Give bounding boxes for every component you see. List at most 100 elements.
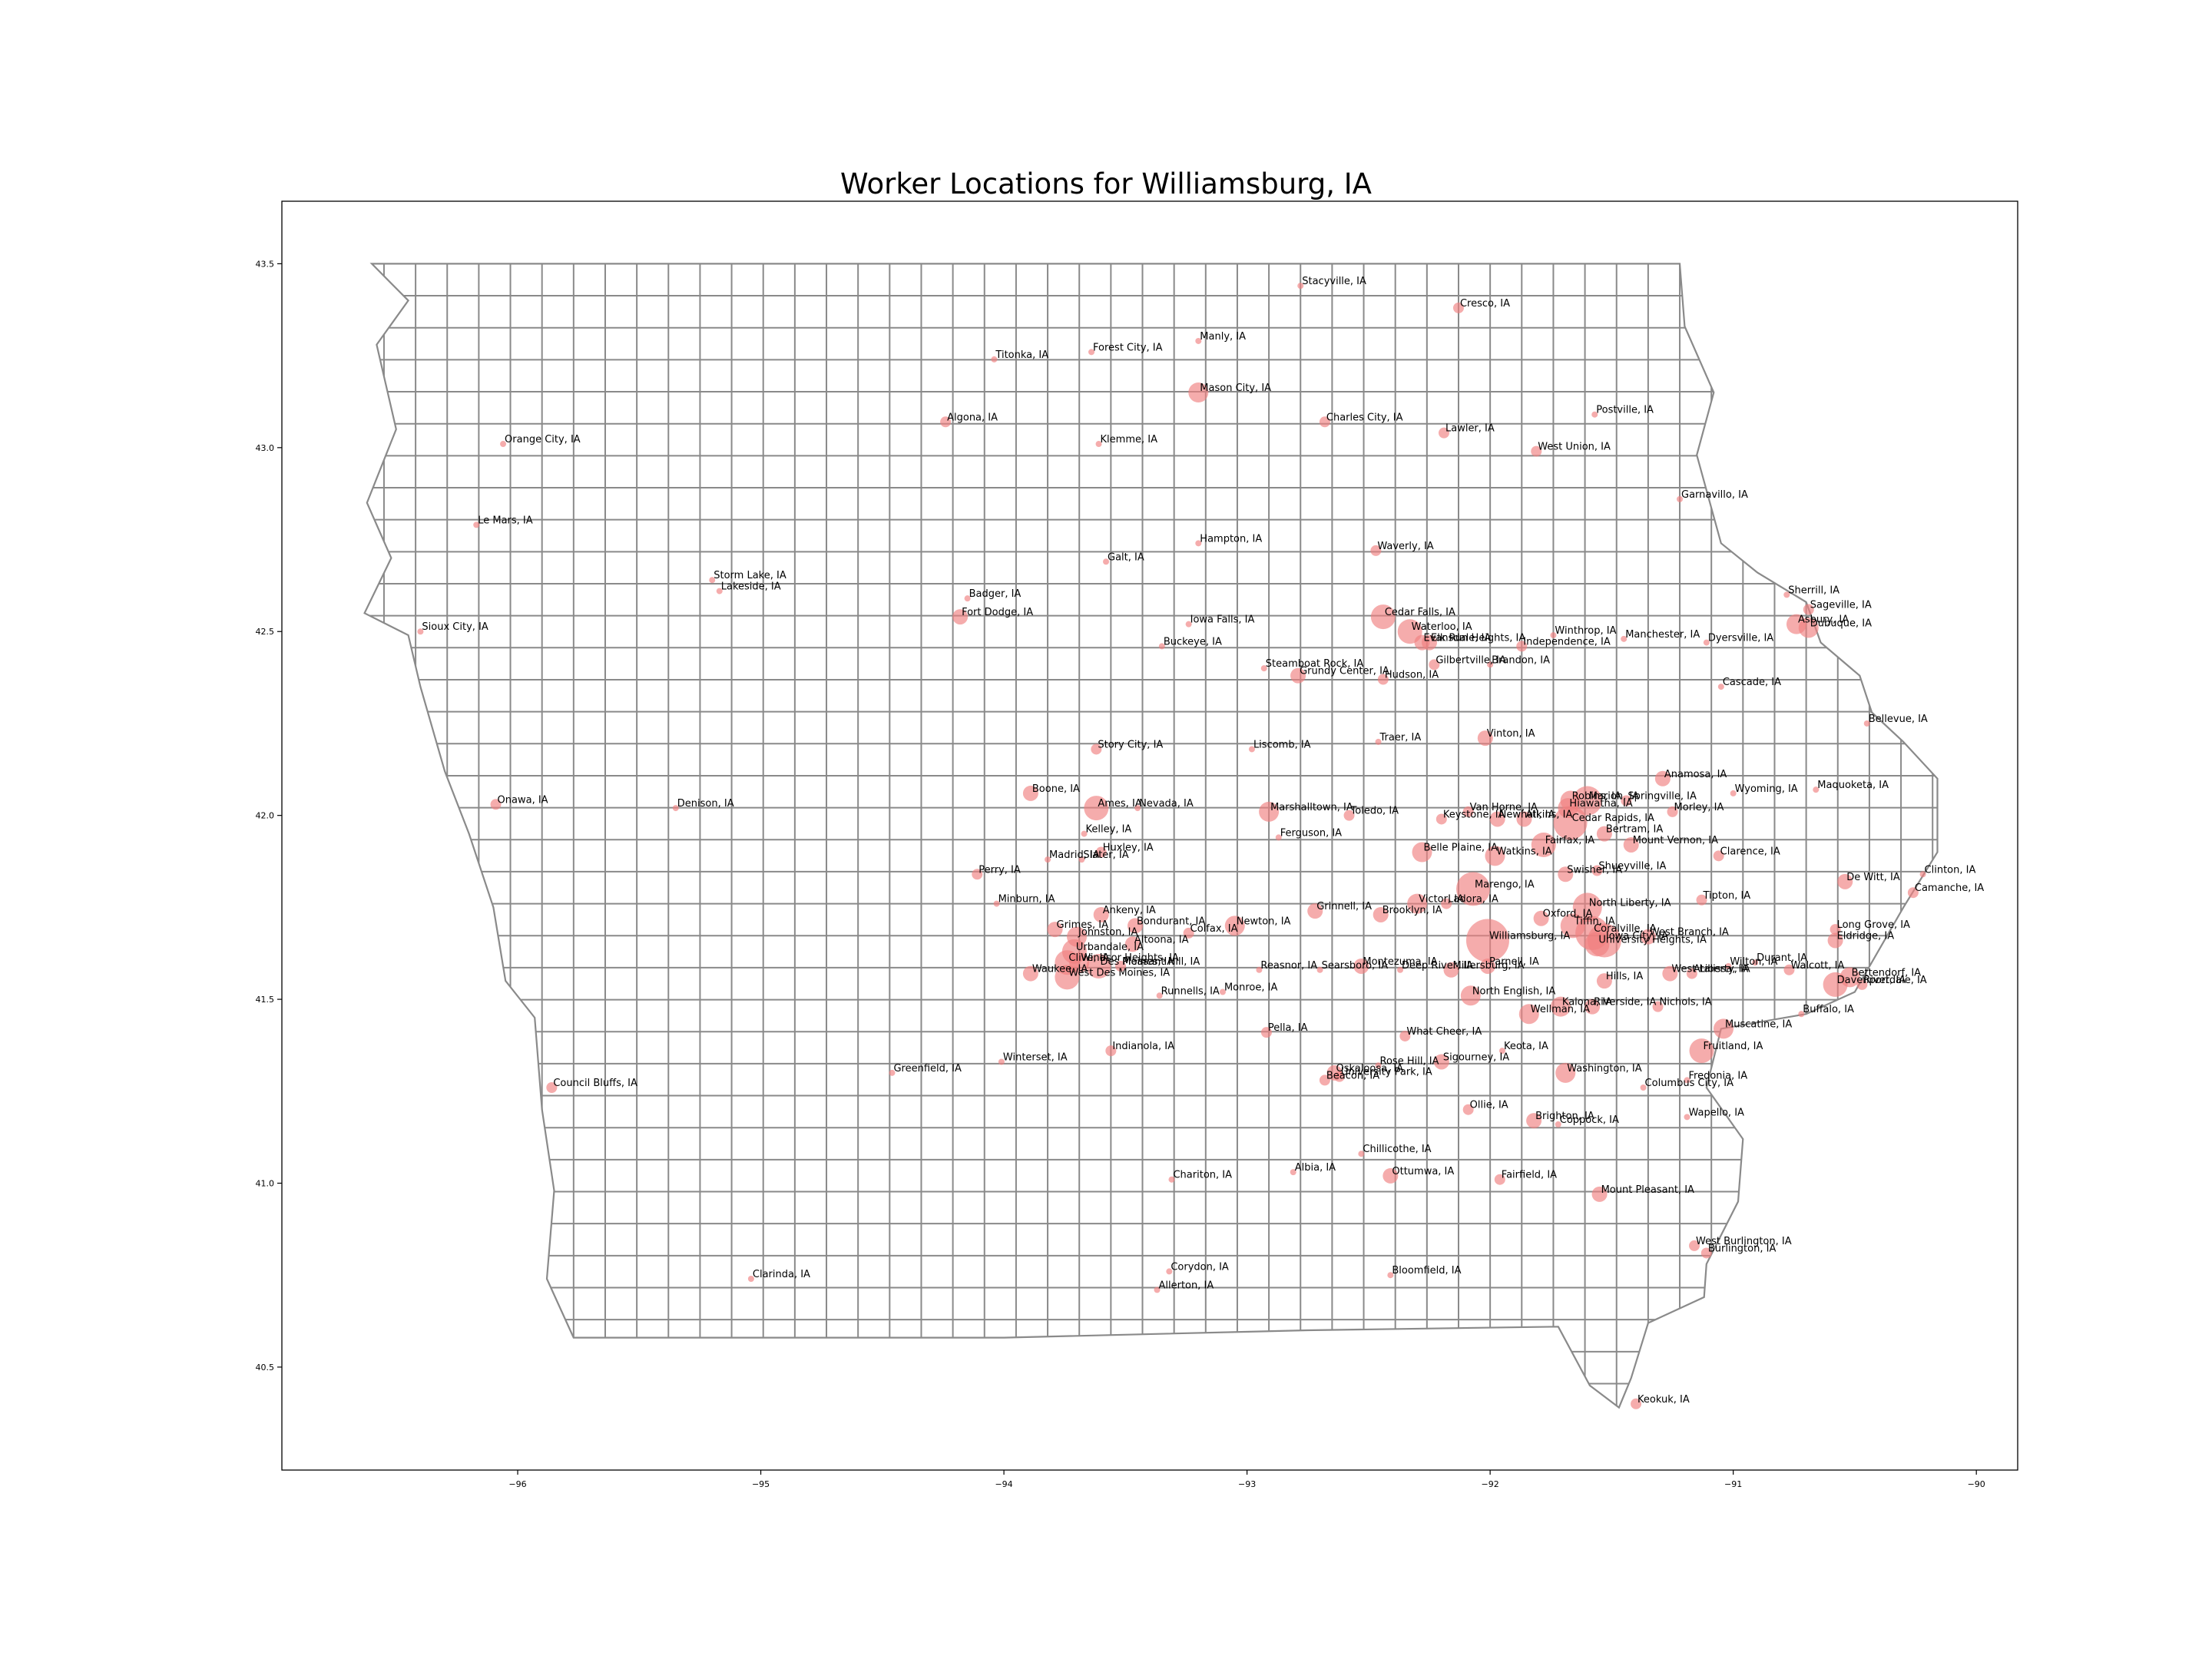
city-marker bbox=[1358, 1151, 1365, 1157]
city-label: Orange City, IA bbox=[505, 434, 581, 445]
city-marker bbox=[473, 522, 480, 528]
city-marker bbox=[1591, 865, 1603, 876]
city-marker bbox=[1422, 634, 1438, 651]
city-marker bbox=[1696, 894, 1707, 906]
city-label: Parnell, IA bbox=[1489, 956, 1539, 968]
y-tick-label: 41.5 bbox=[256, 995, 275, 1005]
city-marker bbox=[1553, 806, 1588, 840]
city-marker bbox=[1700, 1247, 1712, 1259]
city-marker bbox=[1168, 1176, 1175, 1183]
city-marker bbox=[1343, 810, 1355, 821]
city-marker bbox=[1462, 806, 1474, 817]
plot-frame bbox=[281, 200, 2018, 1471]
city-label: Madrid, IA bbox=[1049, 849, 1100, 861]
city-marker bbox=[1407, 893, 1428, 914]
city-marker bbox=[1856, 979, 1868, 990]
city-marker bbox=[1652, 1001, 1664, 1012]
city-marker bbox=[1752, 959, 1759, 966]
city-label: Onawa, IA bbox=[498, 794, 548, 806]
city-label: Stacyville, IA bbox=[1302, 276, 1366, 287]
city-marker bbox=[1195, 337, 1202, 344]
city-marker bbox=[1443, 962, 1459, 978]
city-label: Hills, IA bbox=[1606, 971, 1643, 982]
city-marker bbox=[1465, 919, 1509, 962]
city-label: Lakeside, IA bbox=[721, 581, 781, 593]
city-marker bbox=[1429, 659, 1440, 671]
city-label: Van Horne, IA bbox=[1470, 802, 1538, 813]
city-label: Greenfield, IA bbox=[893, 1063, 962, 1075]
city-label: Shueyville, IA bbox=[1598, 860, 1666, 872]
city-label: Runnells, IA bbox=[1161, 985, 1220, 997]
x-tick-label: −96 bbox=[508, 1479, 526, 1489]
city-marker bbox=[1621, 795, 1632, 806]
city-label: Cresco, IA bbox=[1460, 298, 1510, 310]
city-marker bbox=[1684, 1114, 1690, 1121]
city-label: Ferguson, IA bbox=[1280, 827, 1342, 839]
city-label: Bellevue, IA bbox=[1869, 714, 1928, 725]
city-marker bbox=[1516, 811, 1532, 827]
city-marker bbox=[1717, 684, 1724, 690]
city-label: Victor, IA bbox=[1419, 894, 1464, 906]
city-label: Vinton, IA bbox=[1487, 728, 1535, 740]
city-marker bbox=[1640, 1084, 1647, 1091]
city-label: Clinton, IA bbox=[1925, 864, 1976, 876]
city-label: Tipton, IA bbox=[1703, 890, 1751, 902]
city-label: Le Mars, IA bbox=[478, 515, 533, 526]
city-label: Marion, IA bbox=[1589, 791, 1639, 803]
city-marker bbox=[1823, 972, 1848, 997]
city-label: Chariton, IA bbox=[1173, 1170, 1232, 1181]
city-marker bbox=[1115, 960, 1127, 972]
city-label: Waukee, IA bbox=[1032, 964, 1088, 975]
city-label: Deep River, IA bbox=[1402, 960, 1473, 972]
city-label: Manly, IA bbox=[1200, 331, 1246, 343]
city-marker bbox=[1091, 743, 1102, 755]
city-label: Morley, IA bbox=[1674, 802, 1724, 813]
city-labels: Stacyville, IA Cresco, IA Manly, IA Forest … bbox=[422, 276, 1984, 1406]
city-label: Wellman, IA bbox=[1531, 1004, 1590, 1015]
city-marker bbox=[1584, 932, 1610, 957]
city-label: Mount Pleasant, IA bbox=[1601, 1184, 1694, 1196]
x-tick-label: −94 bbox=[995, 1479, 1012, 1489]
city-label: Coppock, IA bbox=[1560, 1114, 1619, 1126]
city-label: Dubuque, IA bbox=[1810, 618, 1872, 629]
city-marker bbox=[964, 595, 971, 602]
city-marker bbox=[1045, 856, 1051, 863]
city-marker bbox=[490, 799, 502, 810]
city-label: Des Moines, IA bbox=[1101, 956, 1174, 968]
city-label: Minburn, IA bbox=[998, 894, 1055, 906]
city-label: Chillicothe, IA bbox=[1363, 1144, 1431, 1155]
city-label: West Liberty, IA bbox=[1671, 964, 1750, 975]
city-label: Davenport, IA bbox=[1837, 975, 1906, 986]
city-label: Wyoming, IA bbox=[1735, 783, 1798, 795]
city-label: Council Bluffs, IA bbox=[553, 1078, 637, 1089]
city-marker bbox=[1088, 349, 1095, 356]
city-marker bbox=[1591, 1186, 1608, 1202]
city-marker bbox=[1084, 796, 1109, 821]
city-label: Charles City, IA bbox=[1326, 412, 1403, 423]
city-label: Sioux City, IA bbox=[422, 621, 488, 633]
y-tick-label: 42.0 bbox=[256, 811, 275, 821]
city-label: Boone, IA bbox=[1032, 783, 1080, 795]
city-label: Independence, IA bbox=[1523, 636, 1611, 647]
city-label: Algona, IA bbox=[947, 412, 998, 423]
city-label: Hiawatha, IA bbox=[1569, 798, 1632, 810]
city-label: Klemme, IA bbox=[1101, 434, 1158, 445]
city-marker bbox=[1783, 964, 1795, 975]
city-marker bbox=[1631, 1398, 1642, 1409]
city-marker bbox=[1260, 1027, 1272, 1038]
city-label: Denison, IA bbox=[677, 798, 734, 810]
city-label: Durant, IA bbox=[1757, 952, 1807, 964]
city-label: Marshalltown, IA bbox=[1270, 802, 1353, 813]
city-marker bbox=[709, 577, 716, 584]
y-tick-label: 40.5 bbox=[256, 1363, 275, 1373]
city-label: Atalissa, IA bbox=[1694, 964, 1749, 975]
y-tick-label: 42.5 bbox=[256, 627, 275, 637]
city-marker bbox=[1128, 918, 1144, 934]
city-label: Anamosa, IA bbox=[1664, 769, 1727, 780]
city-label: Evansdale, IA bbox=[1424, 633, 1492, 644]
city-label: Ollie, IA bbox=[1470, 1100, 1508, 1111]
city-marker bbox=[1455, 872, 1490, 906]
city-marker bbox=[1703, 639, 1710, 646]
city-label: Walcott, IA bbox=[1790, 960, 1844, 972]
city-label: Ames, IA bbox=[1098, 798, 1141, 810]
